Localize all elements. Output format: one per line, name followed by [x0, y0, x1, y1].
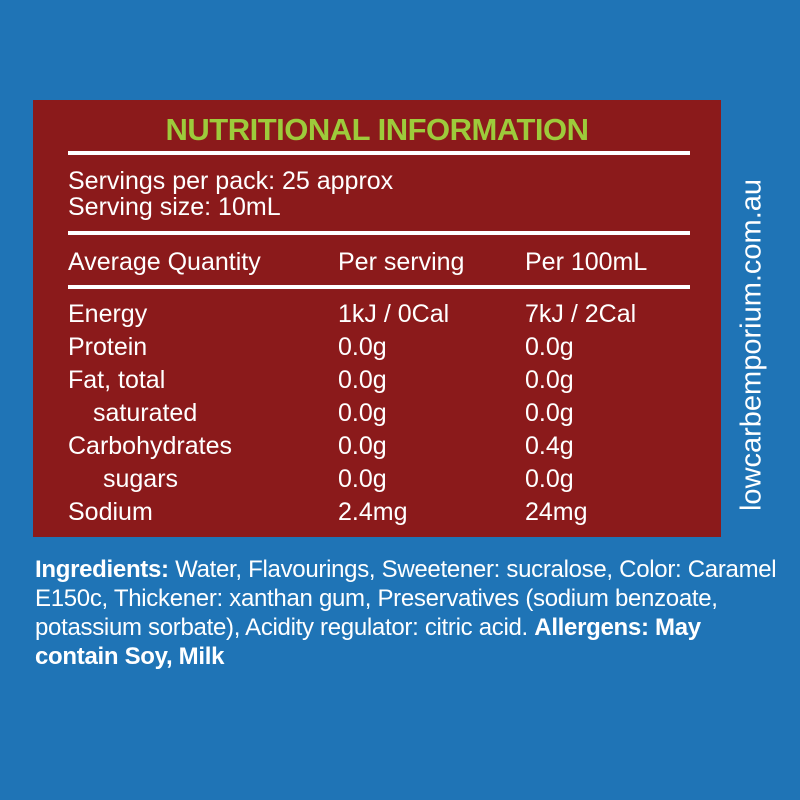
nutrient-name: saturated [93, 399, 198, 427]
per-serving-value: 0.0g [338, 333, 387, 361]
website-text: lowcarbemporium.com.au [735, 178, 768, 512]
header-per-serving: Per serving [338, 248, 465, 276]
serving-size: Serving size: 10mL [68, 193, 281, 221]
divider [68, 285, 690, 289]
per-serving-value: 2.4mg [338, 498, 408, 526]
ingredients-list: Water, Flavourings, Sweetener: sucralose… [35, 556, 777, 641]
header-average-quantity: Average Quantity [68, 248, 261, 276]
allergens-text: Allergens: May contain Soy, Milk [35, 614, 701, 670]
nutrition-panel: NUTRITIONAL INFORMATION Servings per pac… [33, 100, 721, 537]
per-100ml-value: 24mg [525, 498, 588, 526]
divider [68, 151, 690, 155]
per-serving-value: 0.0g [338, 432, 387, 460]
per-100ml-value: 0.0g [525, 465, 574, 493]
panel-title: NUTRITIONAL INFORMATION [165, 112, 589, 147]
nutrient-name: Sodium [68, 498, 153, 526]
per-100ml-value: 0.4g [525, 432, 574, 460]
nutrient-name: Energy [68, 300, 148, 328]
nutrient-name: Protein [68, 333, 148, 361]
ingredients-label: Ingredients: [35, 556, 169, 583]
per-100ml-value: 0.0g [525, 333, 574, 361]
per-serving-value: 1kJ / 0Cal [338, 300, 450, 328]
divider [68, 231, 690, 235]
ingredients-text: Ingredients: Water, Flavourings, Sweeten… [35, 555, 785, 671]
nutrient-name: Carbohydrates [68, 432, 232, 460]
per-serving-value: 0.0g [338, 399, 387, 427]
nutrient-name: sugars [103, 465, 179, 493]
per-serving-value: 0.0g [338, 366, 387, 394]
per-serving-value: 0.0g [338, 465, 387, 493]
per-100ml-value: 0.0g [525, 366, 574, 394]
nutrient-name: Fat, total [68, 366, 166, 394]
servings-per-pack: Servings per pack: 25 approx [68, 167, 394, 195]
per-100ml-value: 0.0g [525, 399, 574, 427]
header-per-100ml: Per 100mL [525, 248, 648, 276]
per-100ml-value: 7kJ / 2Cal [525, 300, 637, 328]
